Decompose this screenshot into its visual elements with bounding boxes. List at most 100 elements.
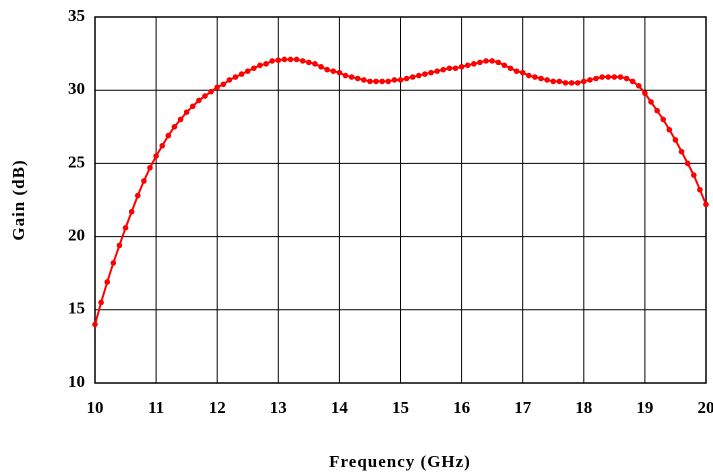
data-point: [556, 78, 563, 85]
data-point: [318, 63, 324, 70]
data-point: [403, 75, 410, 82]
data-point: [342, 72, 349, 79]
data-point: [483, 58, 489, 64]
data-point: [153, 153, 159, 159]
data-point: [361, 77, 367, 83]
data-point: [348, 74, 355, 80]
data-point: [134, 192, 141, 199]
y-tick-label: 25: [68, 152, 85, 171]
data-point: [104, 279, 111, 285]
data-point: [147, 164, 153, 171]
data-point: [293, 56, 300, 63]
data-point: [122, 225, 129, 231]
x-tick-label: 12: [209, 398, 226, 417]
data-point: [232, 74, 239, 80]
x-tick-label: 15: [392, 398, 409, 417]
data-point: [263, 61, 269, 67]
data-point: [428, 69, 434, 76]
data-point: [416, 72, 422, 79]
data-point: [464, 62, 471, 69]
y-axis-label: Gain (dB): [9, 159, 28, 240]
data-point: [471, 61, 477, 67]
data-point: [666, 126, 673, 133]
data-point: [275, 57, 282, 63]
data-point: [642, 90, 648, 96]
x-tick-label: 19: [636, 398, 653, 417]
data-point: [312, 61, 318, 67]
data-point: [562, 80, 569, 86]
data-point: [257, 62, 263, 69]
data-point: [599, 74, 605, 80]
data-point: [434, 68, 440, 74]
data-point: [379, 78, 385, 85]
data-point: [703, 201, 709, 208]
data-point: [128, 208, 135, 215]
data-point: [281, 56, 288, 63]
data-point: [110, 260, 117, 266]
data-point: [458, 63, 465, 70]
data-point: [544, 77, 550, 83]
data-point: [513, 68, 520, 74]
data-point: [672, 137, 679, 143]
x-tick-label: 11: [148, 398, 164, 417]
data-point: [330, 68, 337, 74]
data-point: [526, 72, 532, 79]
data-point: [409, 74, 416, 80]
data-point: [452, 65, 459, 72]
data-point: [373, 78, 379, 85]
data-point: [397, 77, 404, 83]
data-point: [336, 69, 343, 76]
data-point: [196, 97, 202, 104]
x-tick-label: 18: [575, 398, 592, 417]
x-tick-label: 17: [514, 398, 532, 417]
data-point: [684, 160, 691, 167]
data-point: [391, 77, 398, 83]
data-point: [587, 77, 593, 83]
plot-frame: [94, 16, 707, 384]
data-point: [660, 116, 667, 123]
data-point: [214, 84, 220, 91]
x-tick-label: 13: [270, 398, 287, 417]
data-point: [159, 143, 166, 149]
data-point: [238, 71, 245, 77]
data-point: [507, 65, 514, 72]
data-point: [690, 172, 697, 178]
data-point: [568, 80, 575, 86]
data-point: [697, 186, 703, 193]
y-tick-label: 35: [68, 6, 85, 25]
data-point: [385, 78, 392, 85]
data-point: [495, 59, 502, 66]
data-point: [678, 148, 685, 155]
y-tick-label: 20: [68, 226, 85, 245]
data-point: [202, 93, 208, 99]
data-point: [177, 116, 184, 123]
data-point: [581, 78, 587, 85]
x-axis-label: Frequency (GHz): [329, 452, 471, 471]
data-point: [611, 74, 618, 80]
data-point: [440, 66, 447, 73]
data-point: [519, 69, 526, 76]
y-tick-label: 15: [68, 299, 85, 318]
x-tick-label: 10: [87, 398, 104, 417]
x-tick-label: 20: [698, 398, 713, 417]
y-tick-label: 30: [68, 79, 85, 98]
data-point: [367, 78, 373, 85]
data-point: [623, 75, 630, 82]
data-point: [299, 58, 306, 64]
data-point: [226, 77, 233, 83]
data-point: [244, 68, 251, 74]
data-point: [92, 321, 98, 328]
data-point: [635, 83, 642, 89]
data-point: [183, 109, 190, 115]
data-point: [654, 107, 660, 114]
data-point: [629, 78, 636, 85]
data-point: [171, 124, 178, 130]
data-point: [251, 65, 257, 72]
x-tick-label: 14: [331, 398, 349, 417]
data-point: [354, 75, 361, 82]
data-point: [189, 103, 196, 110]
data-point: [306, 59, 312, 66]
data-point: [98, 299, 104, 306]
data-point: [287, 56, 294, 63]
